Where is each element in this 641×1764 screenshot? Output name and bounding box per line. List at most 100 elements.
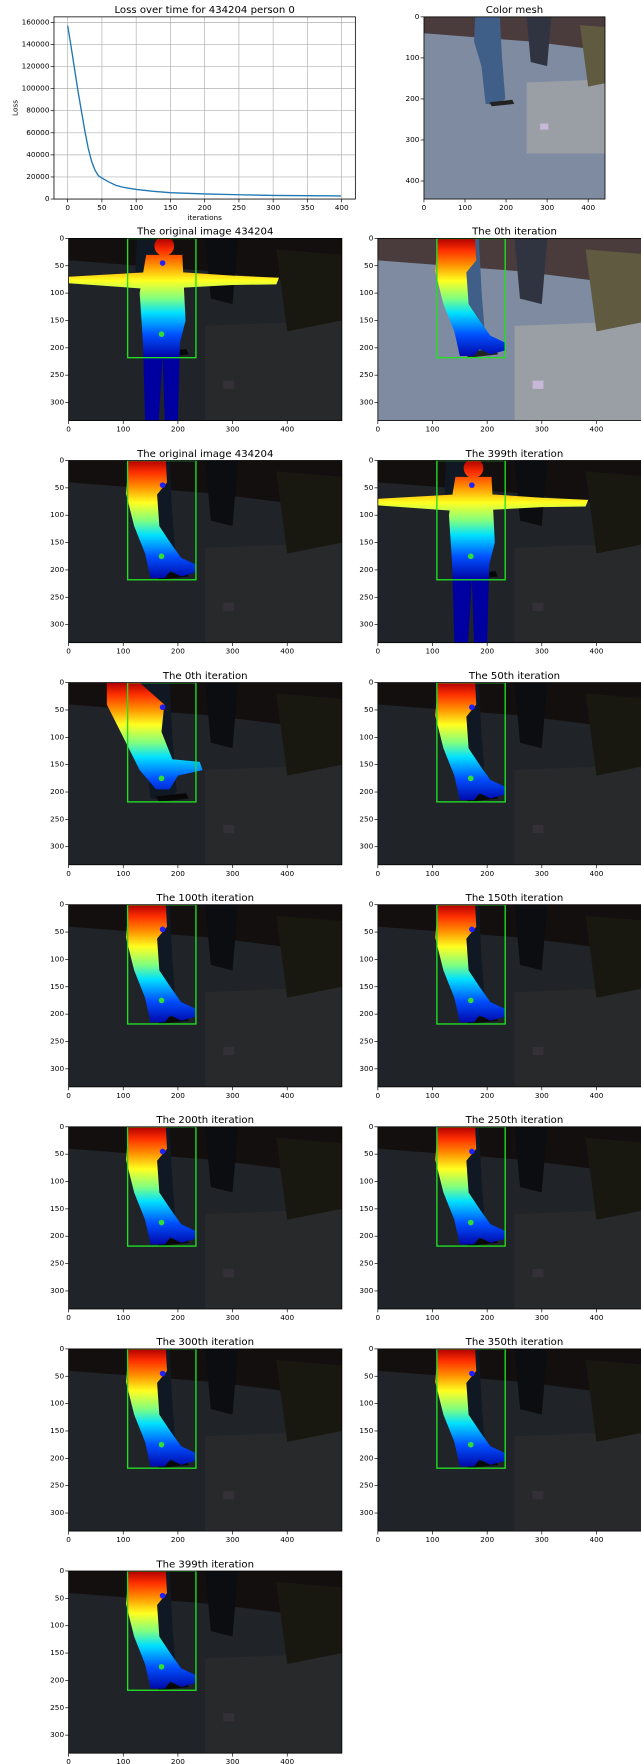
y-tick-label: 0	[369, 1344, 374, 1353]
image	[69, 1571, 342, 1753]
x-tick-label: 100	[129, 203, 143, 212]
y-tick-label: 250	[359, 1259, 373, 1268]
y-tick-label: 100	[359, 1399, 373, 1408]
dim-overlay	[69, 461, 342, 643]
photo-planter	[527, 78, 630, 153]
subplot-title: The original image 434204	[136, 227, 273, 238]
y-tick-label: 0	[59, 233, 64, 242]
y-tick-label: 300	[359, 842, 373, 851]
y-tick-label: 250	[50, 1259, 64, 1268]
y-tick-label: 150	[50, 1648, 64, 1657]
y-tick-label: 100	[359, 288, 373, 297]
y-tick-label: 120000	[22, 62, 50, 71]
x-tick-label: 0	[376, 869, 381, 878]
keypoint-blue	[469, 482, 475, 488]
y-tick-label: 200	[406, 94, 420, 103]
subplot-title: The 0th iteration	[162, 671, 248, 682]
y-tick-label: 50	[364, 1371, 374, 1380]
x-tick-label: 100	[426, 425, 440, 434]
keypoint-blue	[160, 1149, 166, 1155]
subplot: The 399th iteration010020030040005010015…	[359, 449, 641, 656]
x-tick-label: 0	[376, 425, 381, 434]
x-tick-label: 400	[589, 647, 603, 656]
y-tick-label: 0	[369, 233, 374, 242]
body-head	[464, 458, 484, 478]
x-tick-label: 100	[458, 203, 472, 212]
y-tick-label: 200	[359, 787, 373, 796]
dim-overlay	[69, 905, 342, 1087]
x-tick-label: 400	[280, 869, 294, 878]
x-tick-label: 200	[480, 869, 494, 878]
x-tick-label: 0	[65, 203, 70, 212]
image	[69, 905, 342, 1087]
y-tick-label: 0	[369, 456, 374, 465]
x-tick-label: 0	[66, 425, 71, 434]
dim-overlay	[69, 1571, 342, 1753]
subplot-title: The 200th iteration	[155, 1115, 254, 1126]
subplot-title: The 399th iteration	[155, 1559, 254, 1570]
x-tick-label: 200	[171, 869, 185, 878]
subplot-title: The 50th iteration	[468, 671, 560, 682]
x-tick-label: 400	[581, 203, 595, 212]
x-tick-label: 300	[226, 1091, 240, 1100]
y-tick-label: 250	[50, 592, 64, 601]
y-tick-label: 250	[50, 370, 64, 379]
x-tick-label: 0	[376, 1535, 381, 1544]
y-tick-label: 200	[50, 565, 64, 574]
y-tick-label: 100	[50, 288, 64, 297]
keypoint-green	[159, 776, 165, 782]
body-head	[154, 236, 174, 256]
y-tick-label: 150	[359, 982, 373, 991]
y-tick-label: 300	[50, 1286, 64, 1295]
x-tick-label: 300	[535, 869, 549, 878]
x-tick-label: 100	[116, 425, 130, 434]
y-tick-label: 40000	[26, 150, 50, 159]
y-tick-label: 300	[406, 135, 420, 144]
y-tick-label: 200	[50, 1231, 64, 1240]
keypoint-green	[468, 1442, 474, 1448]
dim-overlay	[378, 1349, 641, 1531]
dim-overlay	[378, 905, 641, 1087]
x-tick-label: 400	[280, 425, 294, 434]
x-tick-label: 0	[376, 647, 381, 656]
figure: Loss over time for 434204 person 0020000…	[0, 0, 641, 1764]
keypoint-blue	[469, 1149, 475, 1155]
x-tick-label: 400	[589, 425, 603, 434]
dim-overlay	[69, 1349, 342, 1531]
y-tick-label: 300	[50, 1508, 64, 1517]
x-tick-label: 200	[480, 647, 494, 656]
image	[378, 1127, 641, 1309]
x-tick-label: 0	[422, 203, 427, 212]
x-tick-label: 300	[535, 647, 549, 656]
y-tick-label: 200	[50, 1675, 64, 1684]
y-tick-label: 100	[50, 510, 64, 519]
x-tick-label: 200	[480, 1091, 494, 1100]
image	[378, 683, 641, 865]
keypoint-green	[159, 998, 165, 1004]
y-tick-label: 250	[50, 1481, 64, 1490]
keypoint-blue	[469, 1371, 475, 1377]
x-tick-label: 350	[300, 203, 314, 212]
x-tick-label: 0	[376, 1313, 381, 1322]
y-tick-label: 100	[359, 954, 373, 963]
y-tick-label: 140000	[22, 39, 50, 48]
x-tick-label: 300	[535, 1313, 549, 1322]
x-tick-label: 100	[116, 1313, 130, 1322]
x-tick-label: 0	[376, 1091, 381, 1100]
y-tick-label: 150	[359, 315, 373, 324]
keypoint-green	[468, 776, 474, 782]
figure-body: Loss over time for 434204 person 0020000…	[11, 5, 641, 1764]
y-tick-label: 150	[50, 315, 64, 324]
y-tick-label: 150	[359, 760, 373, 769]
y-tick-label: 100	[359, 732, 373, 741]
y-tick-label: 100	[50, 1621, 64, 1630]
y-tick-label: 160000	[22, 17, 50, 26]
y-tick-label: 150	[50, 1204, 64, 1213]
image	[378, 1349, 641, 1531]
x-tick-label: 300	[535, 1535, 549, 1544]
x-tick-label: 200	[198, 203, 212, 212]
subplot: The 250th iteration010020030040005010015…	[359, 1115, 641, 1322]
x-tick-label: 200	[171, 425, 185, 434]
x-tick-label: 0	[66, 647, 71, 656]
